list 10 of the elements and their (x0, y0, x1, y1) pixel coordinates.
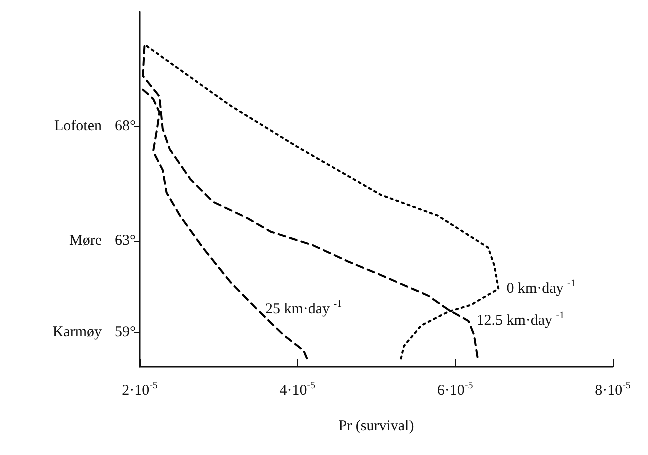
series-label: 25 km·day -1 (265, 299, 342, 318)
y-tick-label: 68° (115, 118, 136, 135)
text: Lofoten (54, 118, 102, 135)
y-tick-label: 63° (115, 233, 136, 250)
x-axis-title: Pr (survival) (338, 418, 414, 434)
text: Karmøy (52, 324, 102, 341)
y-tick-label: 59° (115, 324, 136, 341)
series-label: 12.5 km·day -1 (476, 310, 565, 330)
series-label: 0 km·day -1 (506, 278, 576, 298)
text: Møre (70, 233, 102, 250)
